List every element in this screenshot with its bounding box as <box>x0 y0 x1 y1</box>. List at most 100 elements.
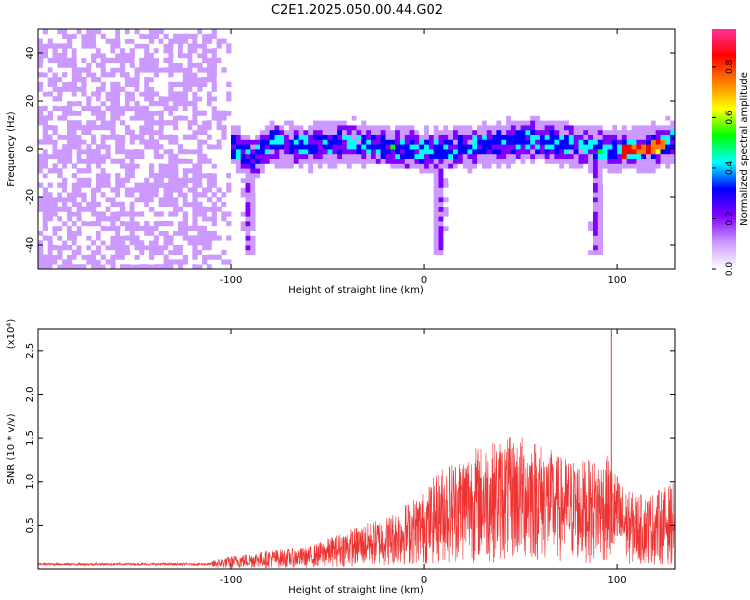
heatmap-cell <box>47 240 53 246</box>
heatmap-cell <box>206 33 213 39</box>
heatmap-cell <box>646 110 652 116</box>
heatmap-cell <box>100 240 106 246</box>
heatmap-cell <box>62 33 68 39</box>
heatmap-cell <box>564 139 570 145</box>
heatmap-cell <box>631 125 637 131</box>
x-tick-label: 0 <box>421 575 427 586</box>
heatmap-cell <box>47 105 53 111</box>
heatmap-cell <box>38 105 44 111</box>
heatmap-cell <box>158 192 164 198</box>
heatmap-cell <box>260 139 266 145</box>
heatmap-cell <box>467 139 473 145</box>
heatmap-cell <box>578 129 584 135</box>
heatmap-cell <box>588 173 594 179</box>
heatmap-cell <box>650 173 657 179</box>
heatmap-cell <box>636 120 642 126</box>
heatmap-cell <box>206 163 213 169</box>
heatmap-cell <box>274 149 280 155</box>
heatmap-cell <box>269 120 275 126</box>
heatmap-cell <box>472 139 478 145</box>
heatmap-cell <box>67 168 73 174</box>
heatmap-cell <box>443 144 449 150</box>
heatmap-cell <box>163 182 169 188</box>
heatmap-cell <box>269 182 275 188</box>
heatmap-cell <box>607 177 613 183</box>
heatmap-cell <box>395 144 401 150</box>
heatmap-cell <box>153 173 159 179</box>
heatmap-cell <box>636 192 642 198</box>
heatmap-cell <box>482 115 488 121</box>
heatmap-cell <box>149 29 155 35</box>
heatmap-cell <box>317 177 324 183</box>
heatmap-cell <box>660 192 666 198</box>
heatmap-cell <box>124 144 131 150</box>
heatmap-cell <box>660 144 666 150</box>
heatmap-cell <box>240 240 246 246</box>
heatmap-cell <box>462 96 468 102</box>
heatmap-cell <box>515 129 521 135</box>
heatmap-cell <box>91 110 97 116</box>
heatmap-cell <box>38 38 44 44</box>
heatmap-cell <box>182 158 188 164</box>
heatmap-cell <box>288 187 295 193</box>
heatmap-cell <box>202 48 208 54</box>
heatmap-cell <box>67 153 73 159</box>
heatmap-cell <box>346 173 352 179</box>
heatmap-cell <box>202 225 208 231</box>
heatmap-cell <box>110 125 116 131</box>
heatmap-cell <box>467 91 473 97</box>
heatmap-cell <box>202 240 208 246</box>
heatmap-cell <box>47 182 53 188</box>
heatmap-cell <box>47 110 53 116</box>
heatmap-cell <box>356 153 362 159</box>
heatmap-cell <box>139 115 145 121</box>
heatmap-cell <box>134 120 140 126</box>
heatmap-cell <box>501 115 507 121</box>
heatmap-cell <box>134 29 140 35</box>
heatmap-cell <box>100 254 106 260</box>
heatmap-cell <box>105 187 111 193</box>
heatmap-cell <box>520 149 526 155</box>
heatmap-cell <box>52 86 58 92</box>
heatmap-cell <box>342 168 348 174</box>
heatmap-cell <box>81 221 87 227</box>
heatmap-cell <box>607 153 613 159</box>
heatmap-cell <box>636 129 642 135</box>
heatmap-cell <box>443 177 449 183</box>
heatmap-cell <box>173 81 179 87</box>
heatmap-cell <box>149 254 155 260</box>
heatmap-cell <box>144 192 150 198</box>
heatmap-cell <box>192 105 198 111</box>
heatmap-cell <box>124 249 131 255</box>
heatmap-cell <box>650 115 657 121</box>
heatmap-cell <box>211 72 217 78</box>
heatmap-cell <box>250 110 256 116</box>
heatmap-cell <box>139 264 145 270</box>
heatmap-cell <box>506 110 512 116</box>
heatmap-cell <box>38 245 44 251</box>
heatmap-cell <box>120 230 126 236</box>
heatmap-cell <box>597 105 603 111</box>
heatmap-cell <box>163 201 169 207</box>
heatmap-cell <box>202 168 208 174</box>
heatmap-cell <box>578 125 584 131</box>
heatmap-cell <box>182 254 188 260</box>
heatmap-cell <box>424 120 430 126</box>
heatmap-cell <box>211 158 217 164</box>
heatmap-cell <box>177 144 184 150</box>
heatmap-cell <box>129 153 135 159</box>
heatmap-cell <box>313 110 319 116</box>
heatmap-cell <box>279 139 285 145</box>
heatmap-cell <box>76 158 82 164</box>
heatmap-cell <box>62 182 68 188</box>
heatmap-cell <box>120 249 126 255</box>
heatmap-cell <box>366 144 372 150</box>
heatmap-cell <box>520 177 526 183</box>
heatmap-cell <box>655 120 661 126</box>
heatmap-cell <box>366 115 372 121</box>
heatmap-cell <box>279 110 285 116</box>
heatmap-cell <box>520 163 526 169</box>
heatmap-cell <box>192 240 198 246</box>
heatmap-cell <box>211 182 217 188</box>
heatmap-cell <box>62 158 68 164</box>
